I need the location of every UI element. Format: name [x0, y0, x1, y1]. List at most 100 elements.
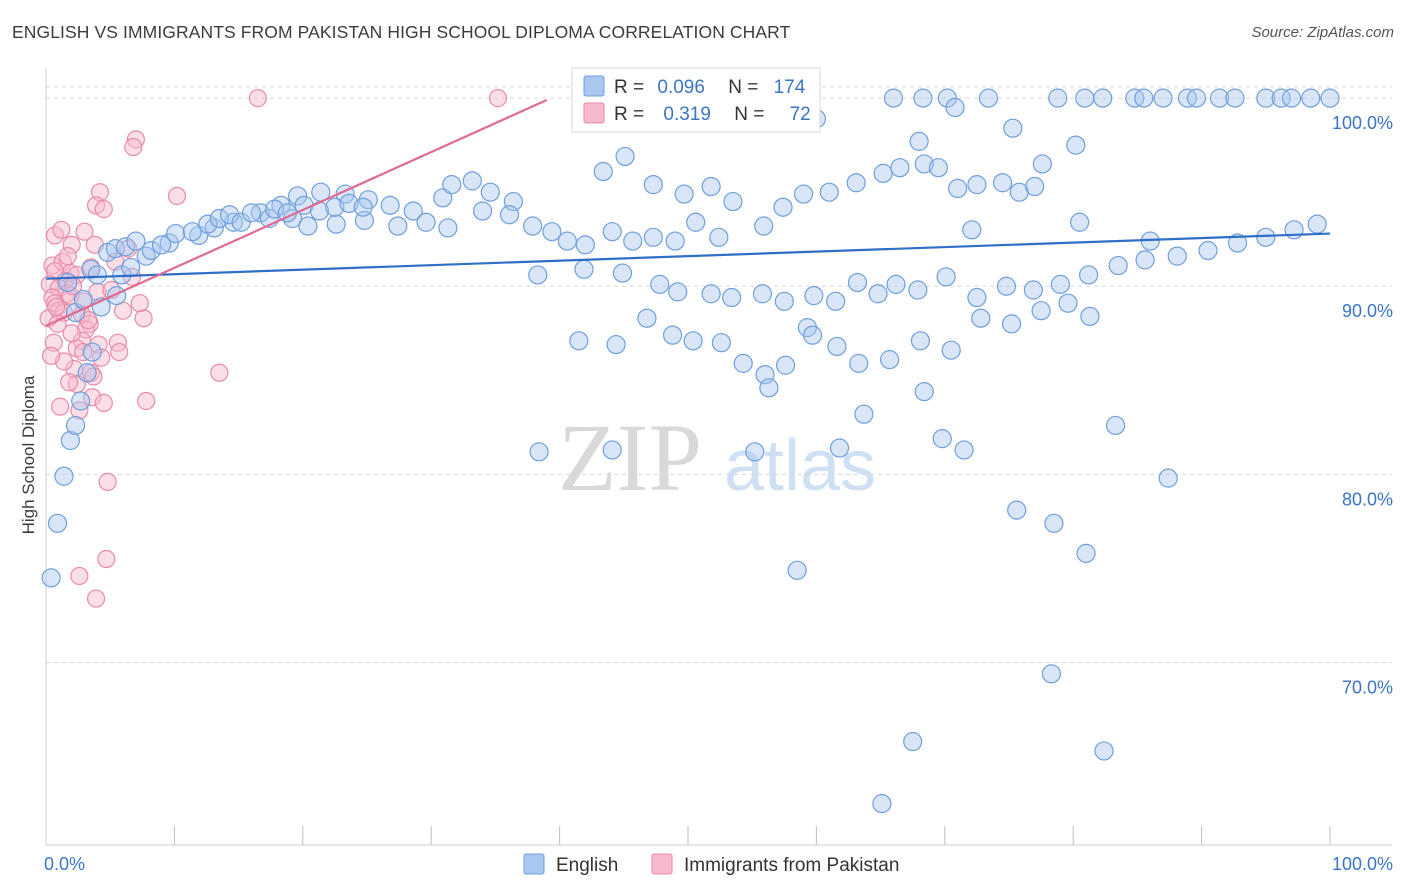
english-point — [883, 88, 904, 108]
english-point — [787, 560, 807, 580]
english-point — [752, 284, 773, 304]
english-point — [711, 333, 731, 353]
english-point — [1307, 214, 1327, 234]
tick-labels: 70.0% 80.0% 90.0% 100.0% 0.0% 100.0% — [44, 113, 1393, 874]
english-point — [1198, 240, 1218, 261]
svg-text:R = 0.096 N =: R = 0.096 N = 174 — [614, 77, 806, 98]
english-point — [941, 340, 961, 360]
english-point — [339, 193, 359, 214]
english-point — [773, 197, 793, 217]
english-point — [1256, 88, 1276, 108]
english-point — [569, 331, 589, 351]
pakistan-point — [52, 220, 71, 239]
english-point — [913, 88, 933, 108]
english-point — [683, 331, 703, 351]
grid-lines — [46, 86, 1392, 664]
english-point — [868, 284, 888, 304]
english-point — [932, 429, 952, 449]
pakistan-points — [39, 89, 508, 608]
pakistan-r-value: 0.319 — [663, 104, 711, 125]
english-point — [602, 222, 622, 242]
english-point — [1044, 513, 1064, 533]
english-point — [967, 175, 987, 195]
english-point — [528, 265, 548, 285]
english-point — [1271, 88, 1291, 108]
english-point — [668, 282, 688, 302]
pakistan-point — [488, 89, 508, 108]
pakistan-point — [98, 472, 117, 491]
stats-legend: R = 0.096 N = 174 R = 0.319 N = 72 — [571, 67, 821, 133]
english-point — [1031, 301, 1051, 321]
pakistan-r-label: R = — [614, 104, 644, 125]
english-point — [623, 231, 643, 251]
pakistan-point — [83, 388, 102, 407]
english-point — [433, 188, 453, 208]
english-point — [166, 223, 186, 244]
english-point — [41, 568, 61, 588]
y-tick-label: 80.0% — [1342, 489, 1393, 509]
english-points — [41, 88, 1340, 814]
english-point — [1001, 314, 1022, 334]
english-point — [945, 97, 965, 118]
english-point — [1134, 88, 1154, 108]
bottom-legend-english-label: English — [556, 855, 618, 876]
pakistan-point — [58, 247, 77, 266]
bottom-legend-pakistan-swatch — [651, 853, 673, 875]
english-point — [996, 276, 1017, 296]
pakistan-point — [62, 235, 81, 254]
english-point — [774, 291, 794, 311]
x-tick-label-min: 0.0% — [44, 854, 85, 874]
x-tick-label-max: 100.0% — [1332, 854, 1393, 874]
english-point — [908, 280, 928, 300]
english-point — [1048, 88, 1068, 108]
chart-title: ENGLISH VS IMMIGRANTS FROM PAKISTAN HIGH… — [12, 22, 791, 42]
english-point — [353, 197, 373, 217]
trendlines — [45, 98, 1331, 327]
english-point — [1058, 293, 1078, 313]
pakistan-point — [84, 367, 103, 386]
english-point — [54, 466, 74, 486]
english-point — [829, 438, 850, 458]
english-point — [745, 442, 765, 462]
bottom-legend-pakistan-label: Immigrants from Pakistan — [684, 855, 899, 876]
english-r-value: 0.096 — [657, 77, 705, 98]
english-point — [442, 175, 462, 195]
english-point — [264, 199, 285, 219]
english-point — [928, 158, 948, 178]
axes — [45, 68, 1392, 846]
english-point — [87, 265, 107, 285]
english-point — [326, 214, 346, 234]
english-point — [1023, 280, 1043, 300]
pakistan-point — [248, 89, 267, 108]
english-point — [1186, 88, 1207, 108]
y-axis-label: High School Diploma — [19, 375, 38, 534]
english-point — [775, 355, 796, 375]
english-point — [574, 259, 594, 279]
english-point — [71, 391, 91, 411]
english-point — [754, 216, 774, 236]
english-point — [557, 231, 577, 251]
english-point — [903, 731, 923, 752]
english-point — [1227, 233, 1248, 253]
english-point — [606, 334, 626, 355]
english-point — [77, 363, 97, 383]
english-point — [209, 208, 229, 229]
english-point — [914, 381, 934, 402]
english-point — [665, 231, 685, 251]
english-point — [1093, 88, 1113, 108]
english-point — [826, 291, 846, 311]
english-point — [523, 216, 543, 236]
english-point — [819, 182, 839, 202]
english-point — [47, 513, 68, 533]
english-point — [472, 201, 493, 221]
english-point — [846, 173, 866, 193]
english-legend-swatch — [583, 75, 605, 97]
english-point — [220, 205, 240, 225]
source-label: Source: ZipAtlas.com — [1251, 24, 1394, 41]
english-point — [879, 350, 900, 370]
english-point — [643, 227, 663, 247]
english-point — [116, 237, 136, 257]
english-n-value: 174 — [774, 77, 806, 98]
english-point — [849, 353, 869, 373]
